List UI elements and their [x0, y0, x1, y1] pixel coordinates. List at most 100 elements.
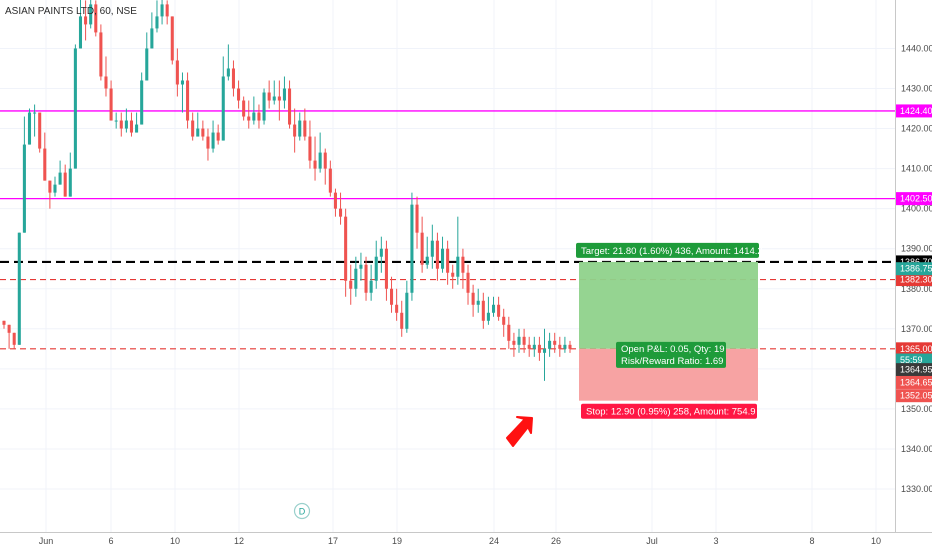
candle-body: [435, 240, 439, 269]
time-axis[interactable]: Jun 6 10 12 17 19 24 26 Jul 3 8 10: [0, 532, 932, 547]
candle-body: [231, 68, 235, 89]
candle-body: [456, 256, 460, 277]
candle-body: [94, 4, 98, 33]
candle-body: [532, 344, 536, 349]
price-axis-labels: 1330.001340.001350.001360.001370.001380.…: [896, 43, 932, 494]
axis-label-red-1382: 1382.30: [900, 275, 932, 285]
candle-body: [109, 88, 113, 121]
y-tick-label: 1370.00: [901, 324, 932, 334]
candle-body: [277, 96, 281, 101]
x-tick-label: 24: [489, 536, 499, 546]
x-tick-label: 10: [871, 536, 881, 546]
candle-body: [7, 324, 11, 333]
candle-body: [486, 312, 490, 321]
candle-body: [446, 248, 450, 273]
candle-body: [288, 88, 292, 125]
x-tick-label: 8: [809, 536, 814, 546]
candle-body: [237, 88, 241, 101]
candle-body: [17, 232, 21, 345]
axis-label-bg: [896, 104, 932, 118]
price-label-1386-75: 1386.75: [900, 264, 932, 274]
x-tick-label: 19: [392, 536, 402, 546]
price-label-1364-65-bg: [896, 375, 932, 389]
y-tick-label: 1340.00: [901, 444, 932, 454]
axis-label-red-1365: 1365.00: [900, 344, 932, 354]
candle-body: [191, 120, 195, 137]
candle-body: [548, 340, 552, 349]
candle-body: [481, 300, 485, 321]
candle-body: [201, 128, 205, 137]
x-tick-label: Jun: [39, 536, 54, 546]
candle-body: [89, 4, 93, 25]
candle-body: [78, 16, 83, 49]
svg-text:D: D: [299, 507, 306, 517]
y-tick-label: 1350.00: [901, 404, 932, 414]
dividend-marker[interactable]: D: [293, 502, 311, 520]
candle-body: [150, 28, 154, 49]
candle-body: [339, 208, 343, 217]
candle-body: [43, 148, 47, 181]
candle-body: [104, 76, 108, 89]
candle-body: [221, 76, 225, 141]
candle-body: [379, 248, 383, 257]
position-labels: Target: 21.80 (1.60%) 436, Amount: 1414.…: [576, 242, 763, 419]
y-tick-label: 1440.00: [901, 43, 932, 53]
candles: [2, 0, 572, 381]
candle-body: [318, 152, 322, 169]
candle-body: [374, 256, 378, 281]
axis-label-bg: [896, 192, 932, 206]
candle-body: [430, 240, 434, 257]
candle-body: [425, 256, 429, 265]
candle-body: [527, 344, 531, 349]
candle-body: [461, 256, 465, 273]
candle-body: [48, 180, 52, 193]
candle-body: [267, 92, 271, 101]
x-tick-label: Jul: [646, 536, 658, 546]
candle-body: [410, 204, 414, 293]
candle-body: [129, 120, 134, 133]
x-tick-label: 12: [234, 536, 244, 546]
candle-body: [333, 192, 337, 209]
candle-body: [328, 168, 332, 193]
candle-body: [471, 292, 475, 305]
candle-body: [145, 48, 149, 81]
axis-label-magenta-1424: 1424.40: [900, 106, 932, 116]
axis-label-black-1386: 1386.70: [900, 257, 932, 267]
profit-zone[interactable]: [579, 261, 758, 349]
candle-body: [451, 272, 455, 277]
candle-body: [517, 336, 521, 345]
price-label-1364-95: 1364.95: [900, 365, 932, 375]
candle-body: [216, 132, 220, 141]
candle-body: [553, 340, 557, 345]
candle-body: [497, 304, 501, 317]
candle-body: [257, 112, 261, 121]
candle-body: [180, 80, 184, 85]
candle-body: [364, 264, 368, 293]
candle-body: [68, 168, 72, 197]
candle-body: [252, 112, 256, 121]
horizontal-lines[interactable]: [0, 110, 895, 350]
x-tick-label: 3: [713, 536, 718, 546]
candle-body: [242, 100, 246, 117]
red-arrow-icon: [506, 416, 533, 447]
candle-body: [507, 324, 511, 341]
stop-label: Stop: 12.90 (0.95%) 258, Amount: 754.9: [586, 407, 756, 418]
y-tick-label: 1330.00: [901, 484, 932, 494]
candle-body: [186, 80, 190, 121]
axis-label-magenta-1402: 1402.50: [900, 194, 932, 204]
long-position-tool[interactable]: [579, 261, 758, 401]
symbol-title: ASIAN PAINTS LTD, 60, NSE: [5, 6, 137, 17]
candle-body: [196, 128, 200, 137]
candle-body: [135, 124, 139, 133]
candle-body: [2, 320, 6, 325]
candle-body: [247, 116, 251, 121]
candle-body: [170, 16, 174, 61]
candle-body: [354, 268, 358, 289]
candle-body: [140, 80, 144, 125]
candle-body: [415, 204, 419, 233]
candle-body: [542, 348, 547, 353]
candle-body: [175, 60, 179, 85]
candle-body: [22, 144, 26, 233]
